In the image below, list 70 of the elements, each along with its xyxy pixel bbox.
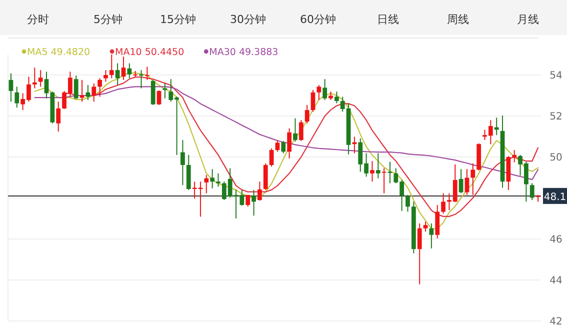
annotation: 60分钟 — [300, 13, 336, 26]
candlestick — [144, 66, 150, 80]
candlestick — [150, 79, 156, 106]
y-tick-label: 44 — [550, 276, 562, 286]
candlestick — [316, 84, 322, 101]
candlestick — [121, 56, 126, 80]
candlestick — [156, 90, 162, 106]
candlestick — [382, 168, 386, 194]
candlestick — [275, 139, 280, 152]
ref-line-label: 48.1 — [544, 192, 566, 203]
candlestick — [370, 160, 374, 182]
candlestick — [287, 128, 292, 159]
candlestick — [310, 89, 316, 112]
candlestick — [8, 72, 14, 102]
annotation: 分时 — [27, 13, 49, 26]
candlestick — [109, 54, 114, 79]
annotation: 周线 — [447, 13, 469, 26]
candlestick — [441, 192, 446, 214]
candlestick — [417, 222, 422, 285]
candlestick — [376, 152, 380, 179]
candlestick — [115, 62, 120, 86]
candlestick — [74, 75, 78, 100]
candlestick — [263, 162, 268, 191]
candlestick — [32, 67, 37, 89]
candlestick — [429, 222, 434, 249]
candlestick — [56, 101, 61, 132]
candlestick — [92, 82, 96, 102]
candlestick — [269, 148, 274, 168]
candlestick — [180, 139, 185, 186]
candlestick — [162, 82, 168, 99]
candlestick — [98, 78, 102, 98]
candlestick — [406, 194, 410, 212]
candlestick — [322, 78, 328, 101]
candlestick — [216, 172, 220, 188]
candlestick — [530, 182, 534, 201]
candlestick — [304, 104, 310, 124]
candlestick — [352, 136, 357, 154]
candlestick — [458, 168, 464, 194]
candlestick — [252, 190, 256, 216]
candlestick — [298, 120, 304, 142]
candlestick — [186, 154, 191, 191]
candlestick — [464, 168, 470, 196]
candlestick — [435, 204, 440, 239]
y-tick-label: 52 — [550, 112, 562, 122]
candlestick — [127, 62, 132, 79]
annotation: 月线 — [517, 13, 539, 26]
y-tick-label: 54 — [550, 70, 562, 82]
annotation: 5分钟 — [94, 13, 122, 26]
annotation: 30分钟 — [230, 13, 266, 26]
candlestick — [293, 118, 298, 142]
candlestick — [423, 221, 428, 232]
candlestick — [104, 70, 108, 82]
candlestick — [80, 79, 84, 102]
legend-label: MA30 49.3883 — [209, 47, 278, 58]
legend-label: MA5 49.4820 — [27, 47, 90, 58]
legend-label: MA10 50.4450 — [115, 47, 184, 58]
candlestick — [281, 140, 286, 154]
candlestick — [204, 174, 209, 194]
y-tick-label: 50 — [550, 152, 562, 164]
candlestick — [512, 150, 517, 163]
candlestick — [258, 181, 262, 202]
candlestick — [334, 91, 339, 104]
candlestick — [210, 168, 215, 189]
candlestick — [38, 70, 43, 88]
y-tick-label: 42 — [550, 316, 562, 327]
candlestick — [14, 86, 20, 108]
y-tick-label: 46 — [550, 234, 562, 246]
annotation: 日线 — [377, 13, 399, 26]
annotation: 15分钟 — [160, 13, 196, 26]
candlestick — [470, 162, 476, 196]
